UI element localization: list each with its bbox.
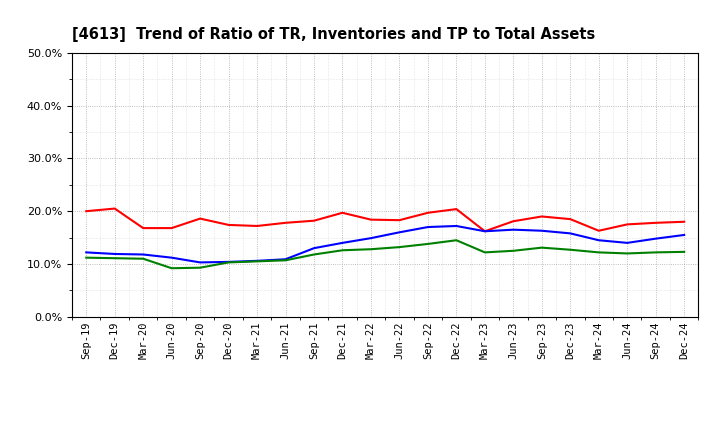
Trade Payables [537,245,546,250]
Trade Receivables [537,214,546,219]
Line: Trade Receivables: Trade Receivables [86,209,684,231]
Inventories [196,260,204,265]
Inventories [82,250,91,255]
Inventories [310,246,318,251]
Inventories [395,230,404,235]
Trade Payables [310,252,318,257]
Inventories [509,227,518,232]
Trade Receivables [196,216,204,221]
Trade Receivables [310,218,318,224]
Trade Receivables [623,222,631,227]
Trade Payables [225,260,233,265]
Trade Payables [480,250,489,255]
Trade Receivables [338,210,347,216]
Inventories [253,258,261,264]
Inventories [423,224,432,230]
Line: Inventories: Inventories [86,226,684,262]
Text: [4613]  Trend of Ratio of TR, Inventories and TP to Total Assets: [4613] Trend of Ratio of TR, Inventories… [72,27,595,42]
Inventories [452,224,461,229]
Trade Receivables [595,228,603,233]
Inventories [366,235,375,241]
Inventories [225,259,233,264]
Inventories [623,240,631,246]
Trade Payables [196,265,204,270]
Trade Payables [680,249,688,254]
Trade Payables [652,250,660,255]
Trade Receivables [139,225,148,231]
Trade Payables [395,245,404,250]
Trade Receivables [423,210,432,216]
Inventories [139,252,148,257]
Trade Payables [595,250,603,255]
Trade Payables [139,256,148,261]
Trade Receivables [167,225,176,231]
Trade Receivables [480,229,489,234]
Trade Receivables [282,220,290,225]
Trade Payables [509,248,518,253]
Inventories [167,255,176,260]
Trade Receivables [566,216,575,222]
Trade Receivables [110,206,119,211]
Trade Payables [82,255,91,260]
Inventories [110,251,119,257]
Trade Payables [282,258,290,263]
Inventories [282,257,290,262]
Trade Receivables [452,206,461,212]
Trade Payables [110,256,119,261]
Inventories [595,238,603,243]
Inventories [480,229,489,234]
Trade Payables [366,246,375,252]
Trade Payables [452,238,461,243]
Trade Payables [167,266,176,271]
Trade Payables [338,248,347,253]
Trade Payables [423,241,432,246]
Inventories [338,240,347,246]
Inventories [680,232,688,238]
Line: Trade Payables: Trade Payables [86,240,684,268]
Trade Payables [253,259,261,264]
Trade Receivables [395,217,404,223]
Trade Receivables [366,217,375,222]
Inventories [652,236,660,241]
Trade Receivables [652,220,660,225]
Trade Payables [623,251,631,256]
Trade Receivables [680,219,688,224]
Trade Receivables [225,222,233,227]
Trade Receivables [82,209,91,214]
Inventories [537,228,546,233]
Trade Receivables [509,219,518,224]
Inventories [566,231,575,236]
Trade Receivables [253,224,261,229]
Trade Payables [566,247,575,253]
